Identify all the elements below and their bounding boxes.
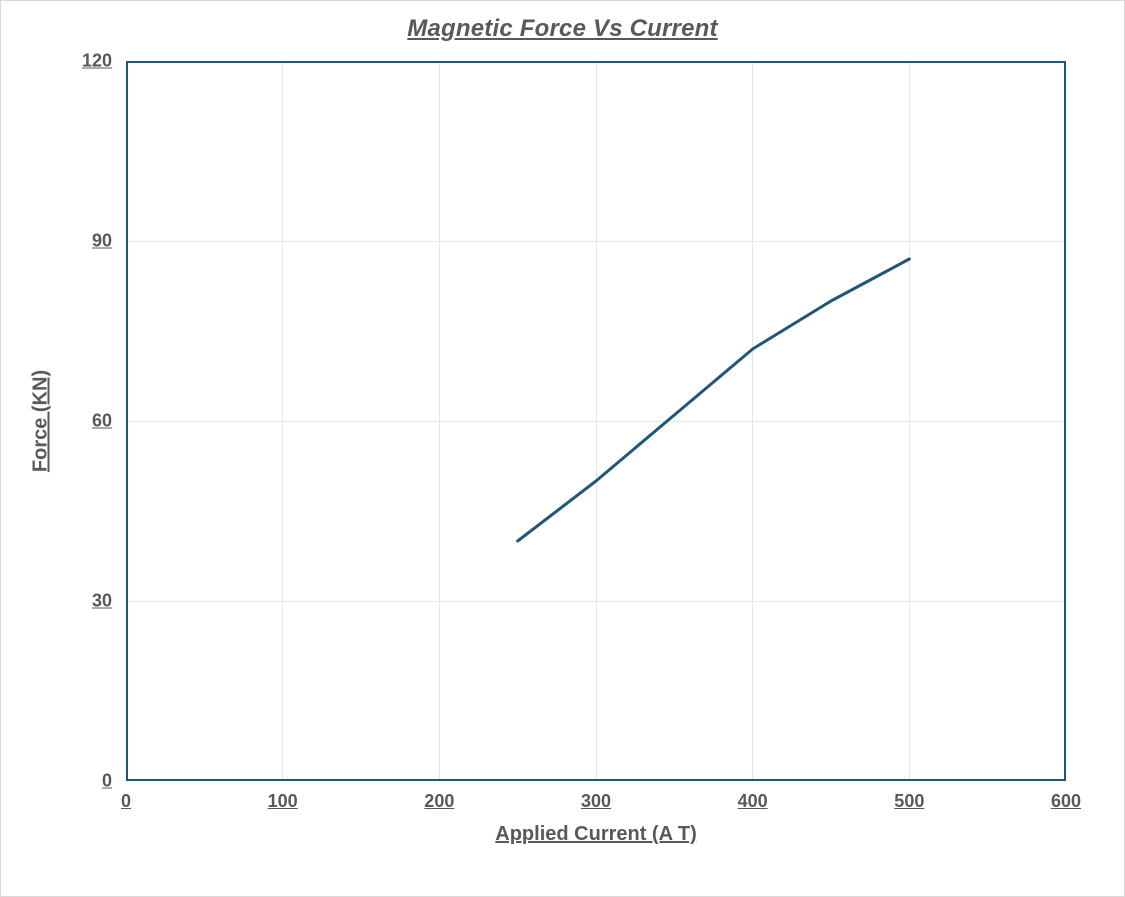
- x-tick-label: 600: [1051, 791, 1081, 812]
- x-axis-title: Applied Current (A T): [495, 823, 696, 846]
- plot-area: [126, 61, 1066, 781]
- x-tick-label: 100: [268, 791, 298, 812]
- x-tick-label: 500: [894, 791, 924, 812]
- series-layer: [126, 61, 1066, 781]
- y-tick-label: 60: [92, 411, 112, 432]
- chart-title: Magnetic Force Vs Current: [9, 15, 1116, 43]
- y-tick-label: 90: [92, 231, 112, 252]
- y-axis-title: Force (KN): [30, 370, 53, 472]
- x-tick-label: 300: [581, 791, 611, 812]
- y-tick-label: 30: [92, 591, 112, 612]
- y-tick-label: 120: [82, 51, 112, 72]
- x-tick-label: 200: [424, 791, 454, 812]
- x-tick-label: 0: [121, 791, 131, 812]
- chart-container: Magnetic Force Vs Current 01002003004005…: [0, 0, 1125, 897]
- x-tick-label: 400: [738, 791, 768, 812]
- series-line: [518, 259, 910, 541]
- y-tick-label: 0: [102, 771, 112, 792]
